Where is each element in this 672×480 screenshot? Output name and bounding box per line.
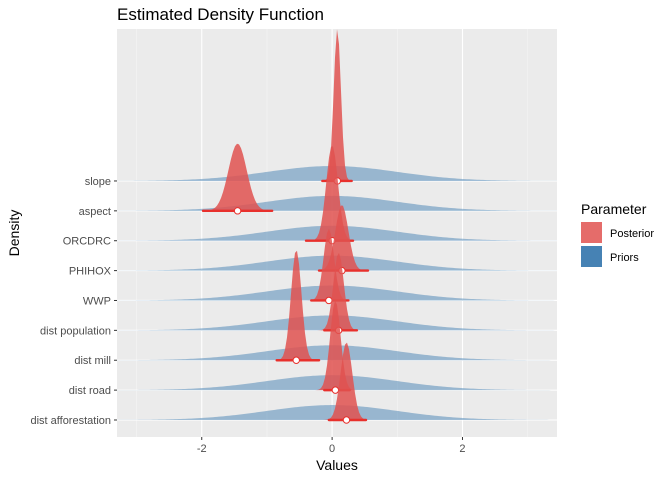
ridge-dist-afforestation [117, 342, 557, 424]
y-tick-label: dist population [40, 325, 111, 337]
y-tick-label: WWP [83, 295, 111, 307]
legend-label-priors: Priors [610, 252, 639, 264]
y-tick-label: PHIHOX [69, 266, 112, 278]
y-axis-ticks: dist afforestation dist road dist mill dist… [30, 176, 117, 427]
legend-swatch-priors [581, 246, 602, 267]
x-tick-label: -2 [197, 443, 207, 455]
posterior-mean-point [233, 207, 242, 215]
posterior-density [117, 146, 557, 241]
legend-title: Parameter [581, 201, 647, 217]
y-tick-label: dist afforestation [30, 415, 111, 427]
y-tick-label: ORCDRC [63, 236, 111, 248]
y-tick-label: aspect [79, 206, 111, 218]
x-tick-label: 2 [459, 443, 465, 455]
y-tick-label: slope [85, 176, 111, 188]
legend: Parameter Posterior Priors [581, 201, 654, 267]
posterior-mean-point [331, 386, 340, 394]
legend-items: Posterior Priors [581, 222, 654, 267]
posterior-density [117, 29, 557, 181]
posterior-density [117, 252, 557, 331]
posterior-density [117, 205, 557, 271]
posterior-mean-point [325, 296, 333, 305]
posterior-mean-point [342, 416, 351, 424]
chart-title: Estimated Density Function [117, 5, 324, 24]
legend-label-posterior: Posterior [610, 228, 654, 240]
x-tick-label: 0 [329, 443, 335, 455]
y-tick-label: dist road [69, 385, 111, 397]
posterior-density [117, 300, 557, 391]
posterior-density [117, 342, 557, 420]
posterior-density [117, 143, 557, 211]
ridges [117, 29, 557, 424]
x-axis-title: Values [316, 457, 358, 473]
posterior-mean-point [292, 356, 300, 364]
y-axis-title: Density [6, 210, 22, 257]
legend-swatch-posterior [581, 222, 602, 243]
y-tick-label: dist mill [74, 355, 111, 367]
x-axis-ticks: -2 0 2 [197, 437, 466, 455]
